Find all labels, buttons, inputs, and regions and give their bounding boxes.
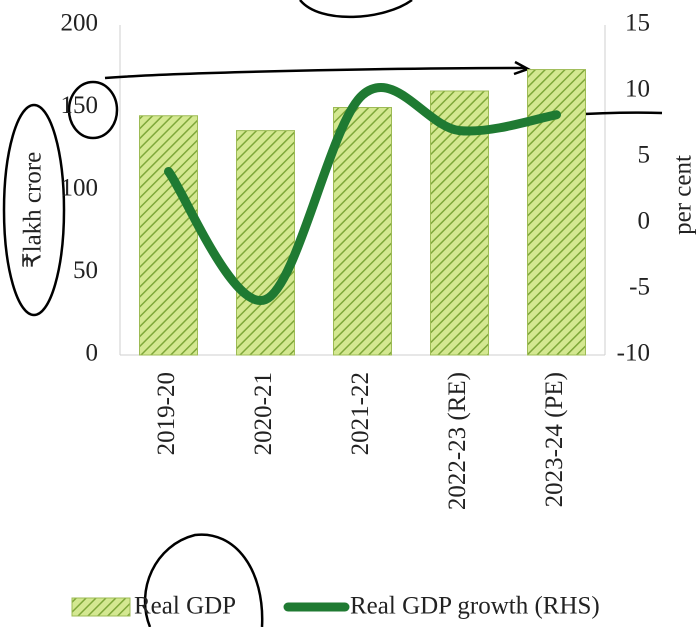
legend-label: Real GDP <box>134 593 236 620</box>
y-axis-label: ₹lakh crore <box>20 152 47 269</box>
x-tick-label: 2022-23 (RE) <box>444 372 471 510</box>
x-tick-label: 2023-24 (PE) <box>541 372 568 507</box>
bar <box>236 130 295 356</box>
y-tick-label: 0 <box>86 340 99 367</box>
annotation-arc <box>143 533 264 627</box>
bar <box>139 115 198 356</box>
annotation-circle <box>2 103 66 317</box>
annotation-line <box>104 60 532 80</box>
line <box>164 83 561 305</box>
y-tick-label: 150 <box>61 92 99 119</box>
y-tick-label: 200 <box>61 10 99 37</box>
x-tick-label: 2021-22 <box>347 372 374 455</box>
y2-axis-label: per cent <box>670 155 697 235</box>
y2-tick-label: -10 <box>617 340 650 367</box>
y-tick-label: 50 <box>73 257 98 284</box>
legend-swatch <box>71 597 131 617</box>
x-tick-label: 2019-20 <box>153 372 180 455</box>
annotation-arc <box>299 0 413 19</box>
y2-tick-label: 5 <box>638 142 651 169</box>
y2-tick-label: 10 <box>625 76 650 103</box>
annotation-circle <box>67 80 119 140</box>
y2-tick-label: 0 <box>638 208 651 235</box>
y2-tick-label: -5 <box>629 274 650 301</box>
x-tick-label: 2020-21 <box>250 372 277 455</box>
y2-tick-label: 15 <box>625 10 650 37</box>
y-tick-label: 100 <box>61 175 99 202</box>
legend-label: Real GDP growth (RHS) <box>350 593 600 620</box>
bar <box>333 107 392 356</box>
